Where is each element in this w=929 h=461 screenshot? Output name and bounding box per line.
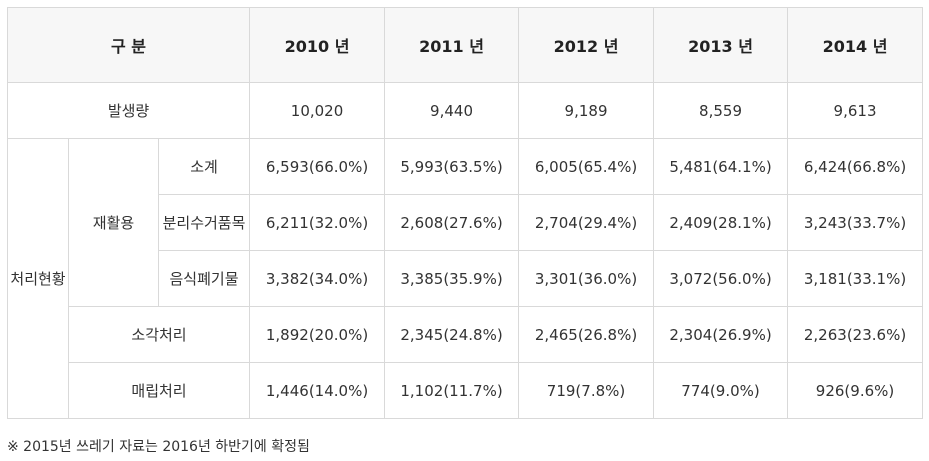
table-cell: 2,304(26.9%) (653, 306, 789, 363)
table-cell: 10,020 (249, 82, 386, 139)
header-year-2012: 2012 년 (518, 7, 655, 83)
table-cell: 1,892(20.0%) (249, 306, 386, 363)
generation-row: 발생량 10,020 9,440 9,189 8,559 9,613 (6, 82, 924, 139)
table-cell: 1,446(14.0%) (249, 362, 386, 419)
table-cell: 9,189 (518, 82, 655, 139)
header-year-2011: 2011 년 (384, 7, 520, 83)
table-cell: 1,102(11.7%) (384, 362, 520, 419)
subtotal-label: 소계 (157, 138, 251, 195)
table-cell: 8,559 (653, 82, 789, 139)
table-cell: 3,243(33.7%) (787, 194, 924, 251)
generation-label: 발생량 (6, 82, 251, 139)
footnote: ※ 2015년 쓰레기 자료는 2016년 하반기에 확정됨 (7, 439, 310, 455)
table-cell: 2,345(24.8%) (384, 306, 520, 363)
table-cell: 9,613 (787, 82, 924, 139)
table-cell: 3,072(56.0%) (653, 250, 789, 307)
separate-collection-row: 분리수거품목 6,211(32.0%) 2,608(27.6%) 2,704(2… (8, 194, 924, 251)
food-waste-label: 음식폐기물 (157, 250, 251, 307)
table-cell: 719(7.8%) (518, 362, 655, 419)
table-cell: 3,382(34.0%) (249, 250, 386, 307)
table-cell: 2,704(29.4%) (518, 194, 655, 251)
table-cell: 3,181(33.1%) (787, 250, 924, 307)
header-row: 구 분 2010 년 2011 년 2012 년 2013 년 2014 년 (6, 7, 924, 83)
header-year-2013: 2013 년 (653, 7, 789, 83)
table-cell: 2,465(26.8%) (518, 306, 655, 363)
table-cell: 5,481(64.1%) (653, 138, 789, 195)
table-cell: 6,211(32.0%) (249, 194, 386, 251)
table-cell: 6,424(66.8%) (787, 138, 924, 195)
recycling-label: 재활용 (68, 138, 159, 307)
table-cell: 3,301(36.0%) (518, 250, 655, 307)
treatment-label: 처리현황 (7, 138, 69, 419)
header-year-2010: 2010 년 (249, 7, 386, 83)
header-category: 구 분 (6, 7, 251, 83)
header-year-2014: 2014 년 (787, 7, 924, 83)
incineration-label: 소각처리 (67, 306, 251, 363)
table-cell: 2,409(28.1%) (653, 194, 789, 251)
landfill-row: 매립처리 1,446(14.0%) 1,102(11.7%) 719(7.8%)… (8, 362, 924, 419)
table-cell: 774(9.0%) (653, 362, 789, 419)
table-cell: 9,440 (384, 82, 520, 139)
table-cell: 2,608(27.6%) (384, 194, 520, 251)
table-cell: 2,263(23.6%) (787, 306, 924, 363)
incineration-row: 소각처리 1,892(20.0%) 2,345(24.8%) 2,465(26.… (8, 306, 924, 363)
table-cell: 6,593(66.0%) (249, 138, 386, 195)
waste-statistics-table: 구 분 2010 년 2011 년 2012 년 2013 년 2014 년 발… (6, 7, 924, 419)
food-waste-row: 음식폐기물 3,382(34.0%) 3,385(35.9%) 3,301(36… (8, 250, 924, 307)
table-cell: 926(9.6%) (787, 362, 924, 419)
separate-collection-label: 분리수거품목 (157, 194, 251, 251)
table-cell: 5,993(63.5%) (384, 138, 520, 195)
landfill-label: 매립처리 (67, 362, 251, 419)
table-cell: 3,385(35.9%) (384, 250, 520, 307)
recycling-subtotal-row: 처리현황 재활용 소계 6,593(66.0%) 5,993(63.5%) 6,… (7, 138, 924, 419)
table-cell: 6,005(65.4%) (518, 138, 655, 195)
